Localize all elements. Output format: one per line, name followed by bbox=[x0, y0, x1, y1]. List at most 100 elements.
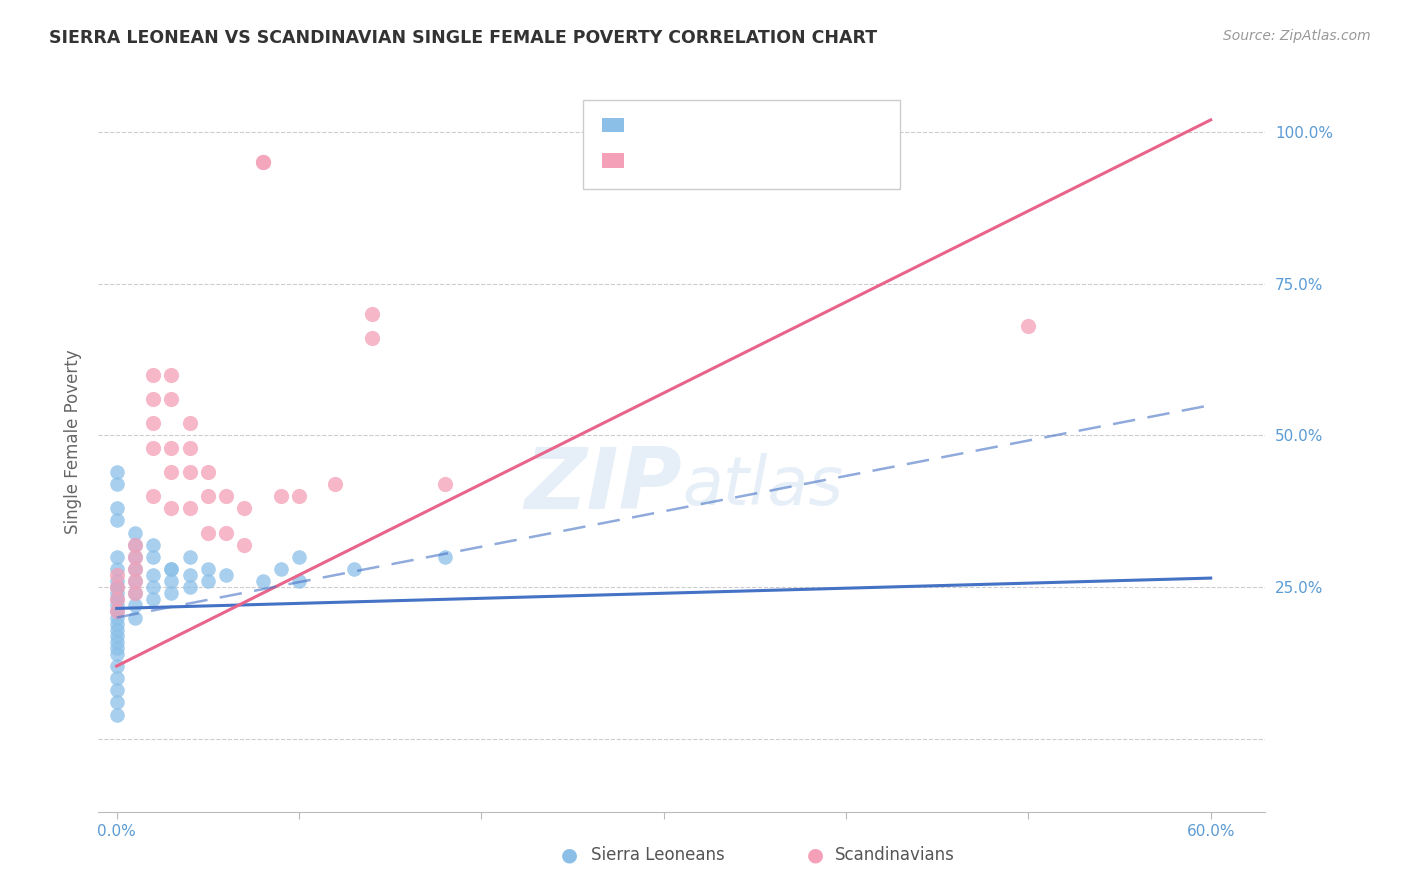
Point bbox=[215, 568, 238, 582]
Point bbox=[343, 562, 366, 576]
Point bbox=[361, 331, 384, 345]
Point bbox=[105, 635, 128, 649]
Point bbox=[179, 417, 201, 431]
Point bbox=[124, 562, 146, 576]
Point bbox=[361, 307, 384, 321]
Point bbox=[215, 489, 238, 503]
Point bbox=[105, 647, 128, 661]
Point bbox=[124, 586, 146, 600]
Point bbox=[270, 562, 292, 576]
Point bbox=[124, 562, 146, 576]
Point bbox=[197, 465, 219, 479]
Text: ●: ● bbox=[561, 845, 578, 864]
Point bbox=[160, 586, 183, 600]
Point bbox=[105, 640, 128, 655]
Point bbox=[197, 574, 219, 588]
Point bbox=[252, 155, 274, 169]
Point bbox=[105, 477, 128, 491]
Point bbox=[1017, 319, 1039, 334]
Point bbox=[124, 538, 146, 552]
Point bbox=[105, 580, 128, 594]
Text: R =: R = bbox=[636, 152, 675, 169]
Point bbox=[105, 580, 128, 594]
Point bbox=[142, 538, 165, 552]
Text: N =: N = bbox=[748, 152, 787, 169]
Point bbox=[124, 549, 146, 564]
Point bbox=[433, 477, 456, 491]
Point bbox=[105, 623, 128, 637]
Point bbox=[105, 616, 128, 631]
Point bbox=[142, 417, 165, 431]
Point bbox=[325, 477, 347, 491]
Point bbox=[197, 489, 219, 503]
Point bbox=[124, 574, 146, 588]
Point bbox=[105, 629, 128, 643]
Point bbox=[179, 549, 201, 564]
Point bbox=[160, 574, 183, 588]
Point bbox=[124, 538, 146, 552]
Y-axis label: Single Female Poverty: Single Female Poverty bbox=[63, 350, 82, 533]
Text: R =: R = bbox=[636, 116, 675, 134]
Point bbox=[179, 465, 201, 479]
Text: Scandinavians: Scandinavians bbox=[835, 846, 955, 863]
Point bbox=[105, 592, 128, 607]
Point bbox=[197, 525, 219, 540]
Point bbox=[179, 501, 201, 516]
Point bbox=[179, 580, 201, 594]
Point bbox=[105, 683, 128, 698]
Point bbox=[105, 513, 128, 527]
Text: ZIP: ZIP bbox=[524, 444, 682, 527]
Point bbox=[160, 465, 183, 479]
Text: 39: 39 bbox=[787, 152, 813, 169]
Point bbox=[142, 568, 165, 582]
Point bbox=[233, 538, 256, 552]
Point bbox=[105, 696, 128, 710]
Point bbox=[124, 599, 146, 613]
Point bbox=[288, 489, 311, 503]
Point bbox=[215, 525, 238, 540]
Point bbox=[160, 368, 183, 382]
Point bbox=[105, 707, 128, 722]
Point bbox=[105, 562, 128, 576]
Point bbox=[252, 574, 274, 588]
Text: Sierra Leoneans: Sierra Leoneans bbox=[591, 846, 724, 863]
Text: 0.127: 0.127 bbox=[675, 116, 731, 134]
Point bbox=[105, 604, 128, 618]
Point bbox=[105, 671, 128, 685]
Point bbox=[105, 592, 128, 607]
Text: atlas: atlas bbox=[682, 453, 844, 519]
Text: 53: 53 bbox=[787, 116, 813, 134]
Point bbox=[160, 562, 183, 576]
Point bbox=[124, 574, 146, 588]
Point bbox=[105, 574, 128, 588]
Point bbox=[160, 562, 183, 576]
Point bbox=[179, 568, 201, 582]
Point bbox=[105, 549, 128, 564]
Point bbox=[124, 549, 146, 564]
Text: SIERRA LEONEAN VS SCANDINAVIAN SINGLE FEMALE POVERTY CORRELATION CHART: SIERRA LEONEAN VS SCANDINAVIAN SINGLE FE… bbox=[49, 29, 877, 46]
Point bbox=[105, 604, 128, 618]
Point bbox=[124, 525, 146, 540]
Point bbox=[197, 562, 219, 576]
Point bbox=[142, 592, 165, 607]
Point bbox=[105, 586, 128, 600]
Point bbox=[142, 392, 165, 406]
Point bbox=[233, 501, 256, 516]
Point bbox=[105, 568, 128, 582]
Text: 0.635: 0.635 bbox=[675, 152, 731, 169]
Point bbox=[142, 489, 165, 503]
Point bbox=[105, 659, 128, 673]
Point bbox=[142, 441, 165, 455]
Point bbox=[142, 580, 165, 594]
Point bbox=[105, 610, 128, 624]
Point bbox=[179, 441, 201, 455]
Point bbox=[433, 549, 456, 564]
Point bbox=[105, 465, 128, 479]
Point bbox=[160, 441, 183, 455]
Point bbox=[160, 392, 183, 406]
Point bbox=[124, 610, 146, 624]
Point bbox=[105, 599, 128, 613]
Point bbox=[160, 501, 183, 516]
Point bbox=[288, 574, 311, 588]
Point bbox=[252, 155, 274, 169]
